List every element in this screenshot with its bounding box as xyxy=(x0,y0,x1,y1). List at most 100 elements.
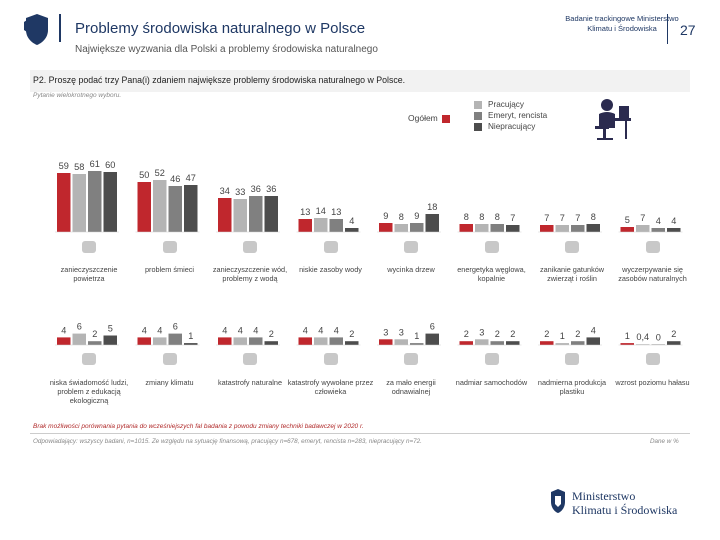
legend-item-not-working: Niepracujący xyxy=(474,121,584,132)
value-label-retired-3: 36 xyxy=(251,184,261,194)
bar-working-11 xyxy=(233,337,247,345)
category-label-16: wzrost poziomu hałasu xyxy=(615,378,690,387)
value-label-not-working-13: 6 xyxy=(430,322,435,332)
recycle-icon xyxy=(160,238,180,256)
ministry-name-line2: Klimatu i Środowiska xyxy=(572,503,678,517)
category-label-12: katastrofy wywołane przez człowieka xyxy=(287,378,374,396)
bar-not-working-11 xyxy=(264,341,278,345)
page-title: Problemy środowiska naturalnego w Polsce xyxy=(75,20,366,37)
bar-total-13 xyxy=(379,339,393,345)
category-label-15: nadmierna produkcja plastiku xyxy=(537,378,607,396)
value-label-retired-10: 6 xyxy=(173,322,178,332)
header-divider xyxy=(59,14,61,42)
value-label-working-15: 1 xyxy=(560,331,565,341)
category-label-14: nadmiar samochodów xyxy=(455,378,528,387)
legend-label-not-working: Niepracujący xyxy=(488,122,536,131)
bar-total-5 xyxy=(379,223,393,232)
value-label-working-7: 7 xyxy=(560,213,565,223)
footer-divider xyxy=(30,433,690,434)
value-label-retired-15: 2 xyxy=(575,329,580,339)
bar-working-16 xyxy=(636,344,650,345)
tap-icon xyxy=(321,238,341,256)
bar-group-16: 1 0,4 0 2 xyxy=(618,329,683,346)
thermometer-icon xyxy=(160,350,180,368)
legend-label-working: Pracujący xyxy=(488,100,524,109)
value-label-working-16: 0,4 xyxy=(636,332,649,342)
value-label-working-2: 52 xyxy=(155,168,165,178)
value-label-total-6: 8 xyxy=(464,212,469,222)
bar-retired-1 xyxy=(88,171,102,232)
factory-water-icon xyxy=(240,238,260,256)
value-label-total-11: 4 xyxy=(222,325,227,335)
value-label-not-working-9: 5 xyxy=(108,324,113,334)
layers-icon xyxy=(643,238,663,256)
value-label-working-10: 4 xyxy=(157,325,162,335)
value-label-total-8: 5 xyxy=(625,215,630,225)
bottle-icon xyxy=(562,350,582,368)
bar-total-1 xyxy=(57,173,71,232)
bar-not-working-12 xyxy=(345,341,359,345)
bar-retired-2 xyxy=(168,186,182,232)
value-label-retired-5: 9 xyxy=(414,211,419,221)
bar-not-working-14 xyxy=(506,341,520,345)
category-label-4: niskie zasoby wody xyxy=(299,265,362,274)
value-label-working-5: 8 xyxy=(399,212,404,222)
car-icon xyxy=(482,350,502,368)
value-label-retired-13: 1 xyxy=(414,331,419,341)
value-label-total-12: 4 xyxy=(303,325,308,335)
bar-not-working-10 xyxy=(184,343,198,345)
bar-total-3 xyxy=(218,198,232,232)
legend-swatch-working xyxy=(474,101,482,109)
value-label-retired-1: 61 xyxy=(90,159,100,169)
legend-swatch-total xyxy=(441,115,450,123)
value-label-not-working-12: 2 xyxy=(349,329,354,339)
forest-fire-icon xyxy=(321,350,341,368)
bar-group-2: 50 52 46 47 xyxy=(135,168,200,233)
value-label-not-working-16: 2 xyxy=(671,329,676,339)
value-label-retired-6: 8 xyxy=(495,212,500,222)
bar-not-working-3 xyxy=(264,196,278,232)
category-label-11: katastrofy naturalne xyxy=(217,378,283,387)
wind-turbine-icon xyxy=(401,350,421,368)
bar-total-16 xyxy=(620,343,634,345)
bar-retired-4 xyxy=(329,219,343,232)
value-label-total-15: 2 xyxy=(544,329,549,339)
study-name: Badanie trackingowe Ministerstwo Klimatu… xyxy=(565,14,679,33)
bar-total-4 xyxy=(298,219,312,232)
value-label-total-4: 13 xyxy=(300,207,310,217)
value-label-not-working-4: 4 xyxy=(349,216,354,226)
bar-retired-13 xyxy=(410,343,424,345)
bar-retired-16 xyxy=(651,344,665,345)
pumpjack-icon xyxy=(482,238,502,256)
ministry-emblem-icon xyxy=(551,489,565,513)
bar-not-working-9 xyxy=(103,335,117,345)
bar-group-5: 9 8 918 xyxy=(377,202,441,233)
category-label-1: zanieczyszczenie powietrza xyxy=(60,265,118,283)
value-label-not-working-8: 4 xyxy=(671,216,676,226)
bar-not-working-16 xyxy=(667,341,681,345)
bar-working-6 xyxy=(475,224,489,232)
category-label-10: zmiany klimatu xyxy=(145,378,194,387)
ministry-name: Ministerstwo Klimatu i Środowiska xyxy=(572,489,677,517)
ministry-logo: Ministerstwo Klimatu i Środowiska xyxy=(548,486,698,526)
bar-total-2 xyxy=(137,182,151,232)
value-label-retired-12: 4 xyxy=(334,325,339,335)
bar-working-5 xyxy=(394,224,408,232)
bar-group-9: 4 62 5 xyxy=(55,322,119,346)
category-label-2: problem śmieci xyxy=(144,265,195,274)
value-label-working-13: 3 xyxy=(399,327,404,337)
bar-not-working-8 xyxy=(667,228,681,232)
person-at-desk-icon xyxy=(595,99,631,140)
value-label-working-1: 58 xyxy=(74,162,84,172)
tornado-icon xyxy=(240,350,260,368)
category-label-6: energetyka węglowa, kopalnie xyxy=(457,265,526,283)
legend: Pracujący Emeryt, rencista Niepracujący xyxy=(474,99,584,132)
value-label-not-working-3: 36 xyxy=(266,184,276,194)
bar-not-working-2 xyxy=(184,185,198,232)
value-label-retired-11: 4 xyxy=(253,325,258,335)
bar-total-10 xyxy=(137,337,151,345)
